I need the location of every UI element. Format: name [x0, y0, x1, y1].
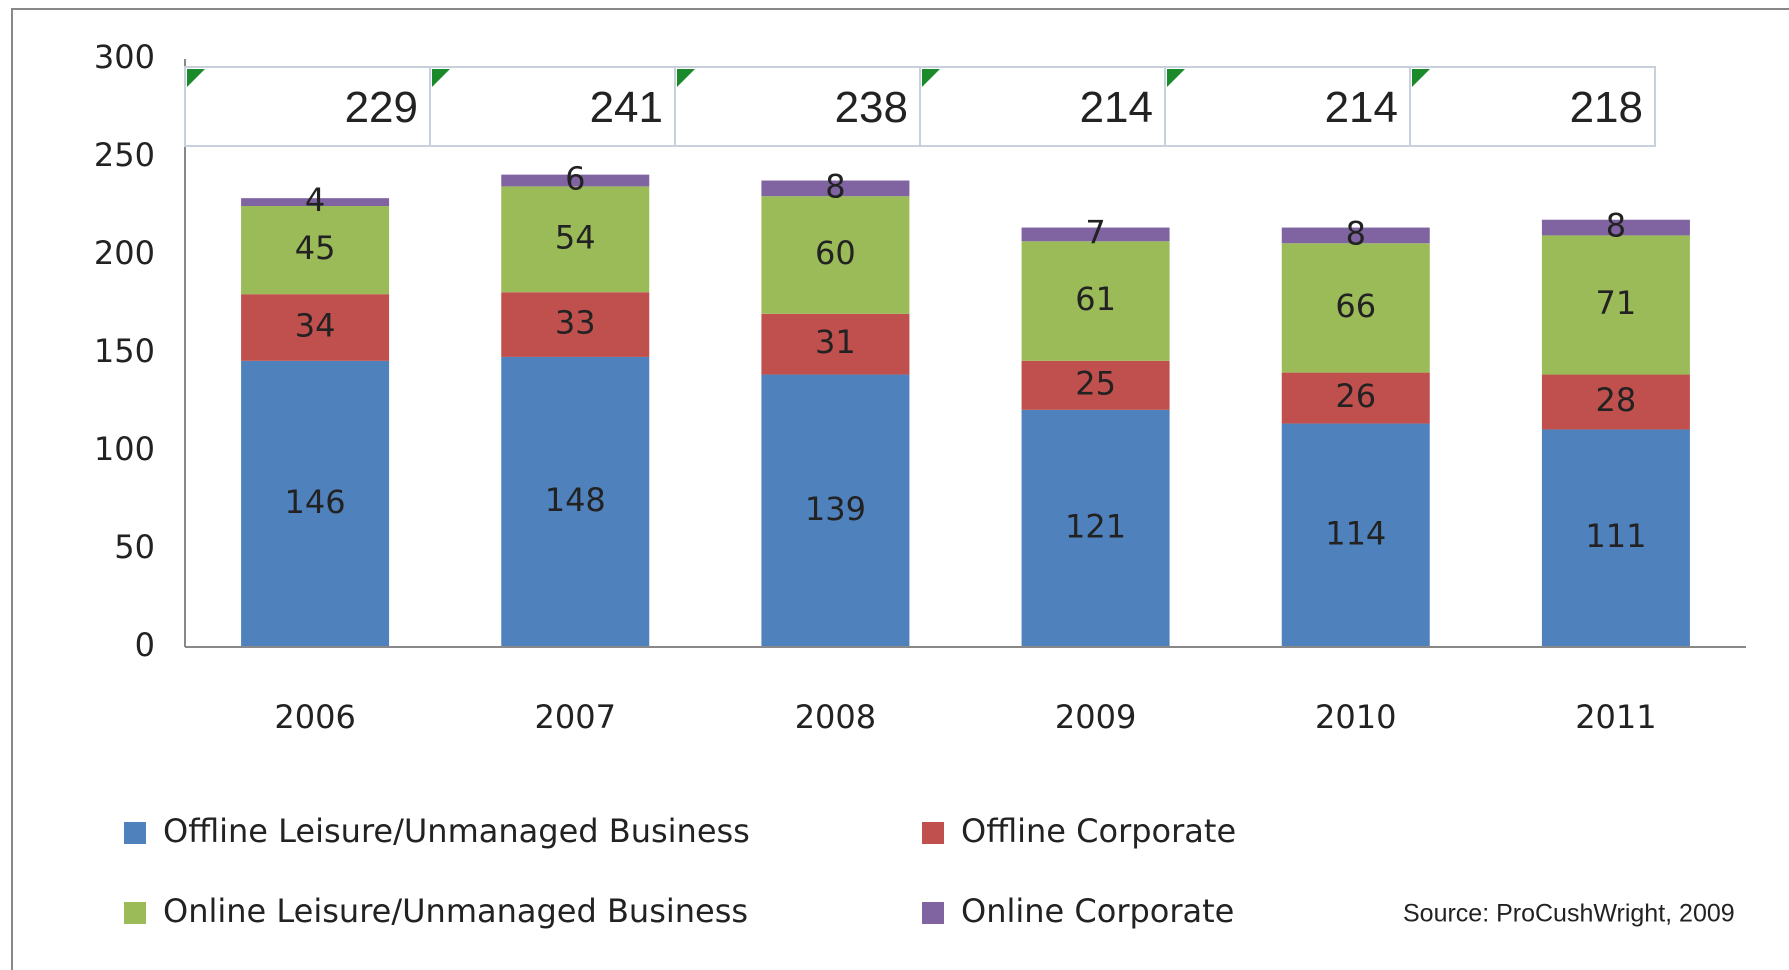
data-label: 26 — [1335, 377, 1376, 415]
bar-segment — [1021, 241, 1170, 361]
data-label: 31 — [815, 323, 856, 361]
cell-marker — [922, 69, 940, 87]
cell-marker — [432, 69, 450, 87]
frame — [11, 8, 1789, 970]
cell-marker — [1167, 69, 1185, 87]
data-label: 121 — [1065, 507, 1126, 545]
data-label: 6 — [565, 160, 585, 198]
x-tick-label: 2008 — [795, 698, 876, 736]
data-label: 25 — [1075, 364, 1116, 402]
total-label: 218 — [1570, 83, 1643, 132]
bar-segment — [241, 360, 390, 647]
total-label: 229 — [345, 83, 418, 132]
data-label: 148 — [545, 481, 606, 519]
data-label: 71 — [1596, 284, 1637, 322]
legend-swatch — [124, 822, 146, 844]
y-tick-label: 50 — [114, 528, 155, 566]
bar-segment — [1281, 243, 1430, 373]
bar-segment — [1021, 227, 1170, 242]
bar-segment — [501, 186, 650, 293]
total-label: 214 — [1325, 83, 1398, 132]
data-label: 61 — [1075, 280, 1116, 318]
x-tick-label: 2006 — [274, 698, 355, 736]
bar-segment — [1281, 227, 1430, 244]
data-label: 7 — [1085, 213, 1105, 251]
total-label: 214 — [1080, 83, 1153, 132]
data-label: 8 — [1346, 214, 1366, 252]
source-note: Source: ProCushWright, 2009 — [1403, 900, 1735, 928]
bar-segment — [241, 206, 390, 295]
total-cell — [1409, 66, 1656, 147]
x-tick-label: 2011 — [1575, 698, 1656, 736]
legend-swatch — [922, 902, 944, 924]
bar-segment — [1541, 219, 1690, 236]
y-tick-label: 100 — [94, 430, 155, 468]
data-label: 60 — [815, 234, 856, 272]
bar-segment — [761, 196, 910, 314]
bar-segment — [1021, 360, 1170, 410]
data-label: 4 — [305, 181, 325, 219]
bar-segment — [1541, 429, 1690, 647]
cell-marker — [677, 69, 695, 87]
total-cell — [674, 66, 921, 147]
y-tick-label: 0 — [135, 626, 155, 664]
bar-segment — [761, 180, 910, 197]
bar-segment — [241, 198, 390, 206]
legend-swatch — [124, 902, 146, 924]
data-label: 45 — [295, 229, 336, 267]
bar-segment — [1021, 409, 1170, 647]
legend-label: Offline Corporate — [961, 812, 1236, 850]
total-cell — [429, 66, 676, 147]
legend-label: Online Leisure/Unmanaged Business — [163, 892, 748, 930]
bar-segment — [241, 294, 390, 361]
cell-marker — [1412, 69, 1430, 87]
data-label: 8 — [1606, 207, 1626, 245]
total-label: 241 — [590, 83, 663, 132]
cell-marker — [187, 69, 205, 87]
y-tick-label: 150 — [94, 332, 155, 370]
x-tick-label: 2010 — [1315, 698, 1396, 736]
data-label: 111 — [1585, 517, 1646, 555]
data-label: 146 — [285, 483, 346, 521]
total-label: 238 — [835, 83, 908, 132]
total-cell — [919, 66, 1166, 147]
data-label: 8 — [825, 167, 845, 205]
bar-segment — [761, 374, 910, 647]
bar-segment — [1541, 235, 1690, 375]
data-label: 54 — [555, 218, 596, 256]
bar-segment — [1541, 374, 1690, 430]
bar-segment — [501, 356, 650, 647]
legend-label: Online Corporate — [961, 892, 1234, 930]
bar-segment — [1281, 423, 1430, 647]
bar-segment — [761, 313, 910, 375]
data-label: 34 — [295, 307, 336, 345]
x-tick-label: 2009 — [1055, 698, 1136, 736]
x-tick-label: 2007 — [535, 698, 616, 736]
y-tick-label: 250 — [94, 136, 155, 174]
legend-swatch — [922, 822, 944, 844]
bar-segment — [1281, 372, 1430, 424]
legend-label: Offline Leisure/Unmanaged Business — [163, 812, 750, 850]
data-label: 28 — [1596, 381, 1637, 419]
data-label: 114 — [1325, 514, 1386, 552]
y-tick-label: 300 — [94, 38, 155, 76]
data-label: 33 — [555, 304, 596, 342]
total-cell — [1164, 66, 1411, 147]
data-label: 66 — [1335, 287, 1376, 325]
bar-segment — [501, 292, 650, 357]
y-tick-label: 200 — [94, 234, 155, 272]
total-cell — [184, 66, 431, 147]
data-label: 139 — [805, 490, 866, 528]
bar-segment — [501, 174, 650, 187]
